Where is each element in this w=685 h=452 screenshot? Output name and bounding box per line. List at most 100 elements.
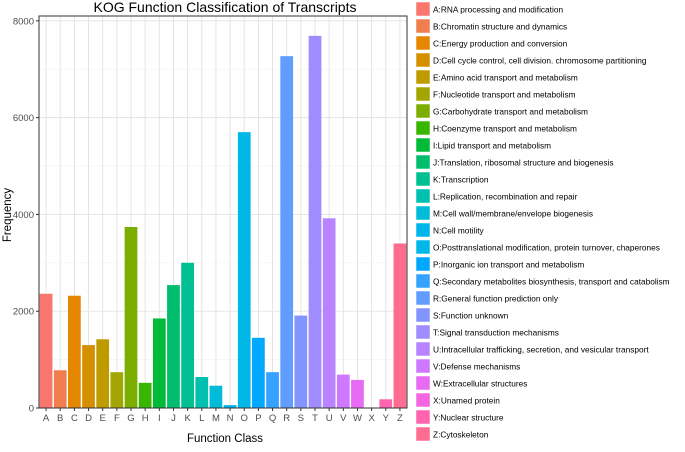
legend-swatch: [415, 222, 431, 238]
legend-swatch: [415, 375, 431, 391]
legend-label: I:Lipid transport and metabolism: [433, 141, 551, 151]
bar-L: L: 640: [195, 377, 209, 408]
x-tick-label: O: [241, 413, 248, 424]
legend-swatch: [415, 290, 431, 306]
bar-U: U: 3920: [322, 218, 336, 408]
legend-label: Y:Nuclear structure: [433, 413, 504, 423]
y-tick-label: 8000: [13, 16, 34, 27]
legend-swatch: [415, 1, 431, 17]
legend-label: N:Cell motility: [433, 226, 485, 236]
legend-label: B:Chromatin structure and dynamics: [433, 22, 567, 32]
legend-label: S:Function unknown: [433, 311, 509, 321]
legend-swatch: [415, 409, 431, 425]
x-tick-label: L: [199, 413, 204, 424]
legend-label: A:RNA processing and modification: [433, 5, 563, 15]
legend-swatch: [415, 239, 431, 255]
x-tick-label: R: [283, 413, 290, 424]
legend-label: M:Cell wall/membrane/envelope biogenesis: [433, 209, 593, 219]
legend-swatch: [415, 120, 431, 136]
bar-I: I: 1850: [152, 318, 166, 408]
legend: A:RNA processing and modification B:Chrom…: [415, 1, 670, 442]
bar-P: P: 1450: [252, 337, 265, 408]
legend-swatch: [415, 205, 431, 221]
legend-label: Z:Cytoskeleton: [433, 430, 489, 440]
x-tick-label: T: [312, 413, 318, 424]
x-tick-label: I: [158, 413, 161, 424]
legend-swatch: [415, 137, 431, 153]
plot-border: [38, 15, 408, 409]
bar-G: G: 3740: [124, 227, 138, 408]
legend-label: O:Posttranslational modification, protei…: [433, 243, 660, 253]
legend-swatch: [415, 171, 431, 187]
legend-swatch: [415, 188, 431, 204]
legend-label: G:Carbohydrate transport and metabolism: [433, 107, 588, 117]
legend-label: J:Translation, ribosomal structure and b…: [433, 158, 613, 168]
x-tick-label: H: [142, 413, 149, 424]
y-tick-label: 4000: [13, 210, 34, 221]
legend-label: E:Amino acid transport and metabolism: [433, 73, 578, 83]
x-tick-label: D: [85, 413, 92, 424]
legend-label: F:Nucleotide transport and metabolism: [433, 90, 576, 100]
bar-T: T: 7690: [308, 35, 322, 408]
bar-S: S: 1910: [294, 315, 308, 408]
legend-swatch: [415, 273, 431, 289]
bar-A: A: 2360: [39, 293, 53, 408]
x-tick-label: E: [100, 413, 106, 424]
legend-swatch: [415, 69, 431, 85]
legend-swatch: [415, 154, 431, 170]
legend-label: V:Defense mechanisms: [433, 362, 520, 372]
y-tick-label: 0: [29, 404, 34, 415]
x-tick-label: Q: [269, 413, 276, 424]
x-tick-label: W: [353, 413, 362, 424]
legend-label: K:Transcription: [433, 175, 489, 185]
x-tick-label: X: [368, 413, 375, 424]
x-tick-label: P: [255, 413, 261, 424]
legend-label: U:Intracellular trafficking, secretion, …: [433, 345, 649, 355]
bar-D: D: 1300: [82, 345, 95, 408]
legend-label: W:Extracellular structures: [433, 379, 527, 389]
legend-swatch: [415, 392, 431, 408]
bar-Z: Z: 3400: [393, 243, 407, 408]
plot-panel: 0 2000 4000 6000 8000 A: 2360 AB: 780 B C: 2320 C…: [13, 15, 408, 424]
bar-E: E: 1420: [96, 339, 110, 408]
x-tick-label: F: [114, 413, 120, 424]
x-tick-label: U: [326, 413, 333, 424]
legend-swatch: [415, 256, 431, 272]
y-tick-label: 6000: [13, 113, 34, 124]
x-tick-label: B: [57, 413, 63, 424]
legend-label: Q:Secondary metabolites biosynthesis, tr…: [433, 277, 670, 287]
legend-swatch: [415, 52, 431, 68]
y-axis-label: Frequency: [2, 188, 14, 243]
bar-C: C: 2320: [68, 295, 81, 408]
bar-N: N: 60: [223, 405, 237, 408]
legend-label: C:Energy production and conversion: [433, 39, 568, 49]
legend-swatch: [415, 103, 431, 119]
legend-label: X:Unamed protein: [433, 396, 500, 406]
x-tick-label: S: [298, 413, 304, 424]
legend-swatch: [415, 341, 431, 357]
legend-label: D:Cell cycle control, cell division. chr…: [433, 56, 647, 66]
x-tick-label: Z: [397, 413, 403, 424]
bar-Y: Y: 180: [379, 399, 393, 408]
bar-W: W: 580: [351, 379, 364, 408]
legend-swatch: [415, 86, 431, 102]
x-axis-label: Function Class: [187, 433, 263, 445]
x-tick-label: K: [184, 413, 191, 424]
legend-label: T:Signal transduction mechanisms: [433, 328, 559, 338]
legend-label: P:Inorganic ion transport and metabolism: [433, 260, 584, 270]
bar-O: O: 5700: [237, 132, 251, 409]
x-tick-label: V: [340, 413, 347, 424]
legend-label: L:Replication, recombination and repair: [433, 192, 578, 202]
bar-H: H: 520: [138, 382, 152, 408]
bar-K: K: 3000: [181, 262, 194, 408]
bar-B: B: 780: [53, 370, 67, 408]
bar-J: J: 2540: [167, 285, 180, 408]
x-tick-label: G: [127, 413, 134, 424]
legend-label: R:General function prediction only: [433, 294, 559, 304]
x-tick-label: Y: [383, 413, 390, 424]
x-tick-label: J: [171, 413, 176, 424]
legend-swatch: [415, 307, 431, 323]
legend-swatch: [415, 426, 431, 442]
x-tick-label: A: [43, 413, 50, 424]
